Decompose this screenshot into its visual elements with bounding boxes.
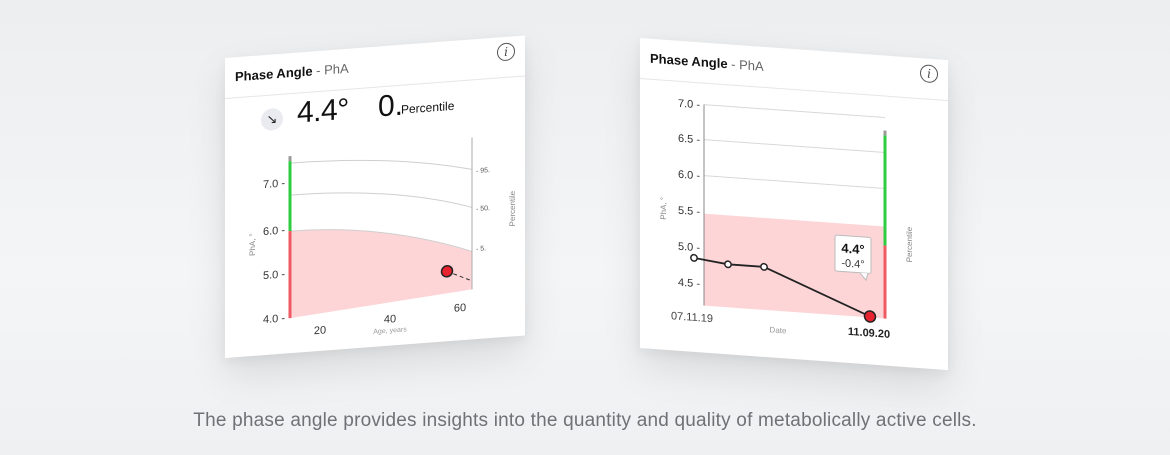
- tooltip-delta: -0.4°: [841, 257, 864, 271]
- x-start-label: 07.11.19: [671, 310, 713, 325]
- phase-angle-age-card: Phase Angle - PhA i ↘ 4.4° 0. Percentile…: [225, 35, 525, 359]
- y-tick: 4.5 -: [678, 277, 700, 291]
- x-tick: 20: [314, 324, 326, 337]
- current-point[interactable]: [863, 310, 877, 323]
- y-tick: 4.0 -: [263, 312, 285, 326]
- y-tick: 6.0 -: [263, 224, 285, 238]
- data-point[interactable]: [724, 260, 732, 269]
- percentile-axis-label: Percentile: [905, 226, 914, 263]
- y-tick: 5.0 -: [263, 268, 285, 282]
- x-axis-label: Age, years: [373, 326, 407, 336]
- tooltip-value: 4.4°: [841, 240, 864, 257]
- y-tick: 7.0 -: [263, 177, 285, 191]
- gridline: [704, 104, 885, 119]
- caption-text: The phase angle provides insights into t…: [193, 410, 977, 431]
- y-tick: 6.0 -: [678, 169, 700, 183]
- phase-angle-history-card: Phase Angle - PhA i 4.4° -0.4° 7.0 -: [640, 38, 948, 371]
- y-tick: 5.0 -: [678, 241, 700, 255]
- below-5th-percentile-area: [290, 229, 472, 319]
- x-tick: 40: [384, 313, 396, 326]
- y-axis-label: PhA, °: [659, 197, 668, 220]
- y-tick: 7.0 -: [678, 98, 700, 112]
- percentile-tick: - 95.: [476, 167, 490, 175]
- y-axis-label: PhA, °: [248, 233, 257, 256]
- percentile-5-curve: [289, 229, 473, 252]
- value-tooltip: 4.4° -0.4°: [834, 234, 872, 282]
- data-point[interactable]: [690, 253, 698, 262]
- age-chart: 7.0 - 6.0 - 5.0 - 4.0 - PhA, ° 20 40 60 …: [248, 137, 517, 337]
- data-point[interactable]: [760, 262, 768, 271]
- percentile-tick: - 50.: [476, 205, 490, 213]
- history-chart: 4.4° -0.4° 7.0 - 6.5 - 6.0 - 5.5 - 5.0 -…: [659, 98, 914, 341]
- y-tick: 5.5 -: [678, 205, 700, 219]
- percentile-tick: - 5.: [476, 245, 486, 253]
- x-axis-label: Date: [770, 325, 787, 335]
- y-tick: 6.5 -: [678, 133, 700, 147]
- x-end-label: 11.09.20: [848, 326, 890, 341]
- percentile-95-curve: [289, 159, 473, 170]
- pha-series-line: [693, 256, 871, 318]
- percentile-50-curve: [289, 192, 473, 208]
- gridline: [704, 175, 885, 190]
- percentile-axis-label: Percentile: [508, 190, 517, 227]
- current-point[interactable]: [440, 265, 454, 278]
- projection-dashed-line: [446, 270, 472, 281]
- gridline: [704, 139, 885, 154]
- x-tick: 60: [454, 302, 466, 315]
